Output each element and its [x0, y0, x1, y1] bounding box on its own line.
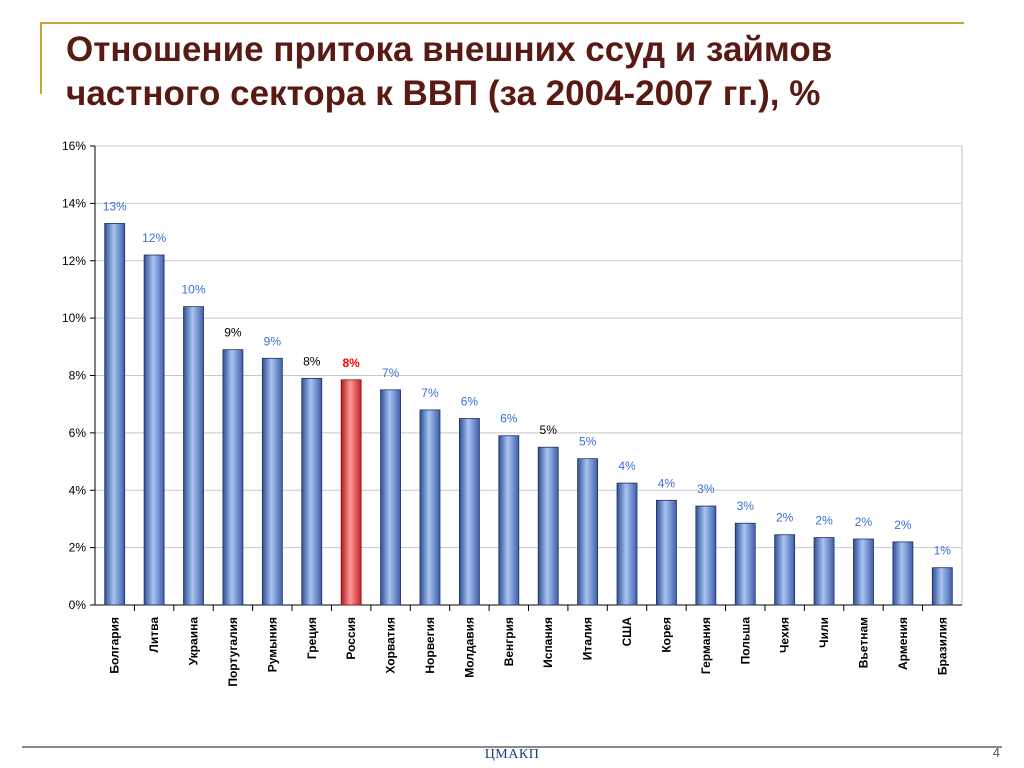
bar-Чили	[813, 537, 835, 606]
x-tick-label: Италия	[581, 617, 595, 660]
bar-Литва	[143, 254, 165, 606]
data-label: 3%	[697, 482, 715, 496]
bar-Польша	[734, 522, 756, 606]
bar-Греция	[301, 377, 323, 606]
y-tick-label: 14%	[62, 196, 86, 210]
bar-Испания	[537, 446, 559, 606]
bar-Германия	[695, 505, 717, 606]
x-tick-label: Польша	[738, 617, 752, 665]
data-label: 7%	[382, 366, 400, 380]
x-tick-label: Молдавия	[462, 617, 476, 678]
bar-Чехия	[774, 534, 796, 606]
x-tick-label: США	[620, 617, 634, 647]
bar-Россия	[340, 379, 362, 606]
bar-Корея	[656, 499, 677, 606]
data-label: 8%	[342, 356, 360, 370]
x-tick-label: Армения	[896, 617, 910, 670]
data-label: 9%	[224, 326, 242, 340]
data-label: 13%	[103, 199, 127, 213]
title-frame-top	[40, 22, 964, 24]
x-tick-label: Болгария	[108, 617, 122, 674]
x-tick-label: Румыния	[265, 617, 279, 672]
x-tick-label: Португалия	[226, 617, 240, 687]
data-label: 4%	[618, 459, 636, 473]
bar-Болгария	[104, 223, 126, 606]
bar-Италия	[577, 458, 599, 606]
x-tick-label: Украина	[187, 617, 201, 666]
x-tick-label: Греция	[305, 617, 319, 659]
bar-Молдавия	[458, 418, 480, 606]
data-label: 10%	[182, 283, 206, 297]
x-tick-label: Бразилия	[935, 617, 949, 675]
bar-США	[616, 482, 638, 606]
y-tick-label: 10%	[62, 311, 86, 325]
x-tick-label: Венгрия	[502, 617, 516, 666]
y-tick-label: 0%	[69, 598, 87, 612]
data-label: 9%	[264, 334, 282, 348]
x-tick-label: Германия	[699, 617, 713, 674]
bar-Румыния	[261, 357, 283, 606]
bar-Вьетнам	[853, 538, 874, 606]
data-label: 8%	[303, 354, 321, 368]
bar-chart: 13% 12% 10% 9% 9% 8% 8% 7% 7% 6% 6% 5% 5% 4% 4% 3% 3% 2% 2…	[62, 139, 963, 687]
data-labels: 13% 12% 10% 9% 9% 8% 8% 7% 7% 6% 6% 5% 5% 4% 4% 3% 3% 2% 2…	[103, 199, 952, 557]
footer-label: ЦМАКП	[484, 747, 540, 762]
data-label: 5%	[579, 435, 597, 449]
data-label: 6%	[461, 395, 479, 409]
data-label: 5%	[540, 423, 558, 437]
y-tick-label: 4%	[69, 483, 87, 497]
x-tick-label: Литва	[147, 617, 161, 653]
x-tick-label: Корея	[659, 617, 673, 653]
data-label: 2%	[815, 514, 833, 528]
title-frame-left	[40, 22, 42, 94]
y-tick-label: 12%	[62, 254, 86, 268]
y-tick-label: 2%	[69, 541, 87, 555]
footer-divider	[22, 746, 1002, 748]
x-tick-label: Хорватия	[384, 617, 398, 674]
bar-Украина	[183, 306, 204, 606]
y-tick-label: 8%	[69, 369, 87, 383]
y-tick-label: 16%	[62, 139, 86, 153]
bar-Норвегия	[419, 409, 441, 606]
data-label: 12%	[142, 231, 166, 245]
data-label: 2%	[894, 518, 912, 532]
data-label: 6%	[500, 412, 518, 426]
bar-Армения	[892, 541, 914, 606]
data-label: 3%	[737, 499, 755, 513]
bar-Бразилия	[931, 567, 953, 606]
slide-title: Отношение притока внешних ссуд и займов …	[66, 30, 833, 113]
bar-Хорватия	[380, 389, 401, 606]
data-label: 4%	[658, 476, 676, 490]
x-tick-label: Чехия	[778, 617, 792, 653]
bar-Венгрия	[498, 435, 520, 606]
tick-labels: 0% 2% 4% 6% 8% 10% 12% 14% 16% Болгария Литва Украи…	[62, 139, 949, 687]
x-tick-label: Чили	[817, 617, 831, 648]
bar-Португалия	[222, 349, 244, 606]
bars	[104, 223, 953, 606]
x-tick-label: Испания	[541, 617, 555, 668]
x-tick-label: Норвегия	[423, 617, 437, 674]
data-label: 1%	[934, 544, 952, 558]
y-tick-label: 6%	[69, 426, 87, 440]
x-tick-label: Россия	[344, 617, 358, 660]
data-label: 7%	[421, 386, 439, 400]
page-number: 4	[992, 745, 1000, 760]
data-label: 2%	[776, 511, 794, 525]
x-tick-label: Вьетнам	[856, 617, 870, 668]
data-label: 2%	[855, 515, 873, 529]
